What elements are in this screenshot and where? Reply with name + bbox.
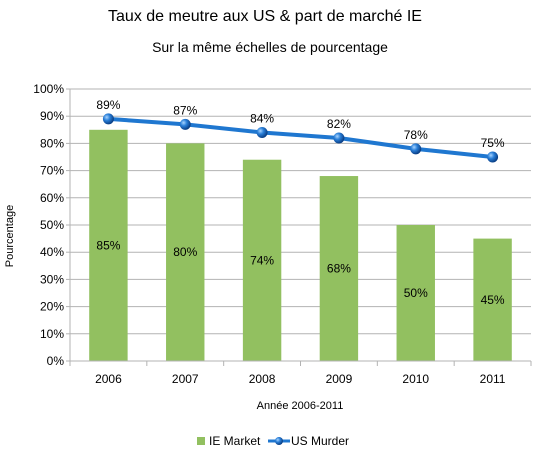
axes xyxy=(69,89,532,366)
line-value-label: 82% xyxy=(327,117,351,131)
line-value-label: 75% xyxy=(481,136,505,150)
line-point xyxy=(333,132,345,144)
bar-data-labels: 85% 80% 74% 68% 50% 45% xyxy=(96,238,505,306)
x-tick-label: 2009 xyxy=(326,372,353,386)
bar-value-label: 68% xyxy=(327,262,351,276)
y-tick-label: 30% xyxy=(40,272,64,286)
line-point xyxy=(410,143,422,155)
line-value-label: 87% xyxy=(173,103,197,117)
legend-label-us-murder: US Murder xyxy=(291,434,349,448)
legend: IE Market US Murder xyxy=(197,434,349,448)
line-point xyxy=(256,127,268,139)
line-value-label: 84% xyxy=(250,112,274,126)
y-tick-label: 70% xyxy=(40,164,64,178)
legend-swatch-ie-market xyxy=(197,437,205,445)
bar-series xyxy=(89,129,512,361)
gridlines xyxy=(66,88,531,362)
y-tick-label: 40% xyxy=(40,245,64,259)
chart-title: Taux de meutre aux US & part de marché I… xyxy=(108,8,422,25)
y-tick-label: 100% xyxy=(33,82,64,96)
y-tick-label: 60% xyxy=(40,191,64,205)
y-tick-label: 80% xyxy=(40,136,64,150)
line-series xyxy=(102,113,499,163)
y-tick-label: 20% xyxy=(40,300,64,314)
legend-marker-us-murder xyxy=(275,437,283,445)
line-point xyxy=(487,151,499,163)
bar xyxy=(166,143,205,361)
x-tick-label: 2007 xyxy=(172,372,199,386)
bar xyxy=(89,129,128,361)
y-tick-label: 50% xyxy=(40,218,64,232)
y-axis-ticks: 0% 10% 20% 30% 40% 50% 60% 70% 80% 90% 100% xyxy=(33,82,64,368)
line-point xyxy=(179,118,191,130)
bar-value-label: 50% xyxy=(404,286,428,300)
y-axis-label: Pourcentage xyxy=(4,205,16,267)
line-point xyxy=(102,113,114,125)
line-value-label: 78% xyxy=(404,128,428,142)
bar-value-label: 80% xyxy=(173,245,197,259)
x-axis-label: Année 2006-2011 xyxy=(257,400,344,412)
bar xyxy=(473,238,512,361)
x-tick-label: 2011 xyxy=(480,372,506,386)
bar xyxy=(242,159,282,361)
bar xyxy=(396,225,435,361)
legend-label-ie-market: IE Market xyxy=(209,434,261,448)
bar-value-label: 74% xyxy=(250,253,274,267)
y-tick-label: 10% xyxy=(40,327,64,341)
x-tick-label: 2006 xyxy=(95,372,122,386)
x-axis-ticks: 2006 2007 2008 2009 2010 2011 xyxy=(95,372,506,386)
bar-value-label: 85% xyxy=(96,238,120,252)
bar xyxy=(319,176,359,361)
line-value-label: 89% xyxy=(96,98,120,112)
line-path xyxy=(108,116,493,159)
chart-subtitle: Sur la même échelles de pourcentage xyxy=(152,39,388,55)
line-data-labels: 89% 87% 84% 82% 78% 75% xyxy=(96,98,505,150)
y-tick-label: 90% xyxy=(40,109,64,123)
x-tick-label: 2008 xyxy=(249,372,276,386)
bar-value-label: 45% xyxy=(481,293,505,307)
x-tick-label: 2010 xyxy=(402,372,429,386)
y-tick-label: 0% xyxy=(47,354,65,368)
